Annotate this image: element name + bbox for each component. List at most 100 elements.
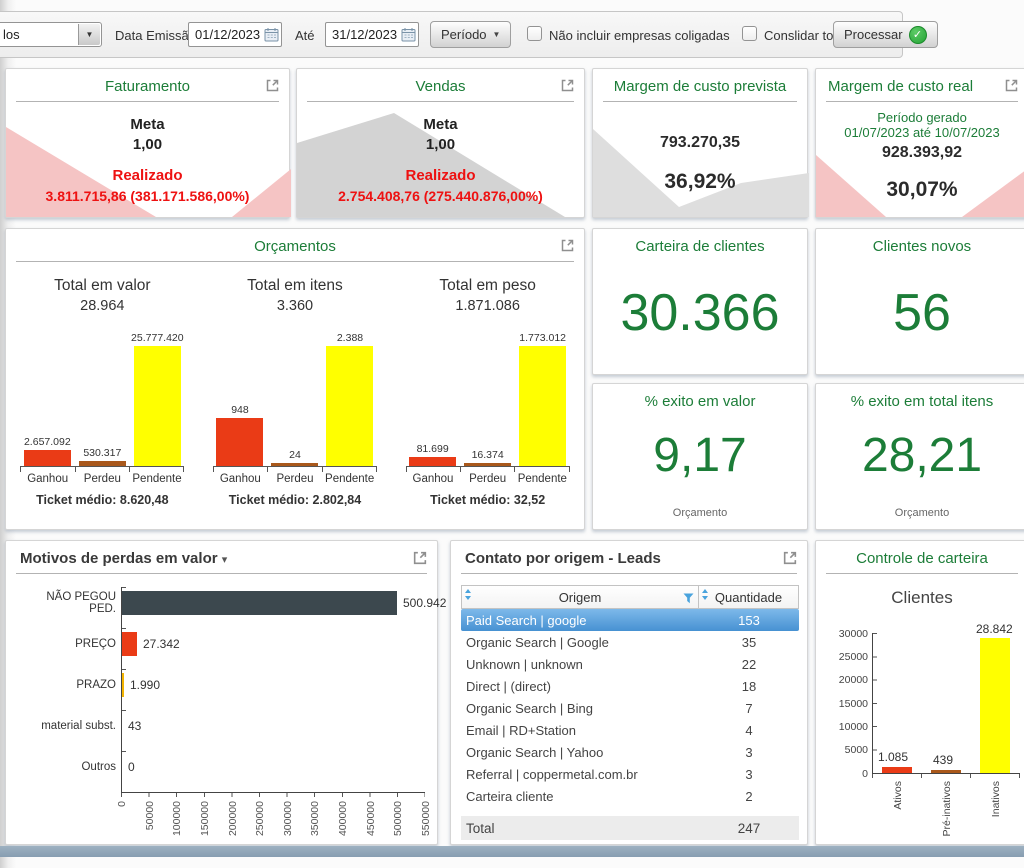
- table-row[interactable]: Unknown | unknown 22: [461, 653, 799, 675]
- origem-cell: Paid Search | google: [466, 612, 587, 628]
- x-tick: 300000: [282, 801, 294, 837]
- coligadas-checkbox[interactable]: [527, 26, 542, 41]
- realizado-value: 3.811.715,86 (381.171.586,00%): [45, 188, 250, 204]
- chevron-down-icon: ▼: [492, 30, 501, 39]
- card-clientes-novos: Clientes novos 56: [815, 228, 1024, 375]
- table-row[interactable]: Direct | (direct) 18: [461, 675, 799, 697]
- total-label: Total: [466, 820, 495, 836]
- company-select[interactable]: los ▼: [0, 22, 102, 47]
- expand-icon[interactable]: [560, 78, 575, 98]
- x-tick: Ativos: [892, 781, 904, 810]
- y-tick: 30000: [838, 627, 868, 640]
- table-row[interactable]: Referral | coppermetal.com.br 3: [461, 763, 799, 785]
- margem-real-valor: 928.393,92: [881, 144, 963, 161]
- carteira-clientes-title: Carteira de clientes: [635, 238, 765, 255]
- calendar-icon[interactable]: [401, 27, 416, 42]
- bar-value: 81.699: [416, 443, 449, 455]
- x-axis: [20, 466, 185, 472]
- caret-down-icon[interactable]: ▾: [221, 554, 228, 566]
- group-total: 1.871.086: [455, 298, 520, 314]
- category-label: Perdeu: [276, 473, 314, 485]
- margem-prevista-sparkline: [593, 129, 809, 217]
- x-tick: 250000: [254, 801, 266, 837]
- calendar-icon[interactable]: [264, 27, 279, 42]
- y-tick: 5000: [844, 744, 868, 757]
- motivos-title-text: Motivos de perdas em valor: [20, 550, 218, 567]
- date-from-input[interactable]: 01/12/2023: [188, 22, 282, 47]
- expand-icon[interactable]: [265, 78, 280, 98]
- exito-valor-value: 9,17: [653, 429, 747, 482]
- orcamentos-title: Orçamentos: [254, 238, 336, 255]
- meta-value: 1,00: [425, 136, 456, 153]
- controle-carteira-title: Controle de carteira: [856, 550, 988, 567]
- column-header-origem[interactable]: Origem: [461, 585, 699, 609]
- margem-prevista-valor: 793.270,35: [659, 134, 741, 151]
- expand-icon[interactable]: [782, 550, 798, 571]
- bar-inativos: [980, 638, 1010, 773]
- y-tick: 15000: [838, 697, 868, 710]
- filter-icon[interactable]: [683, 592, 694, 607]
- bar: [122, 591, 397, 615]
- bar-value: 500.942: [403, 596, 447, 610]
- bar-ganhou: [216, 418, 264, 466]
- group-heading: Total em itens: [247, 277, 343, 294]
- origem-cell: Organic Search | Bing: [466, 700, 593, 716]
- origem-cell: Referral | coppermetal.com.br: [466, 766, 638, 782]
- table-row[interactable]: Carteira cliente 2: [461, 785, 799, 807]
- date-to-input[interactable]: 31/12/2023: [325, 22, 419, 47]
- exito-valor-sublabel: Orçamento: [672, 507, 728, 519]
- orcamentos-group-valor: Total em valor 28.964 2.657.092 530.317 …: [13, 277, 191, 507]
- exito-itens-value: 28,21: [861, 429, 983, 482]
- horizontal-scrollbar[interactable]: [0, 846, 1024, 857]
- quantidade-cell: 153: [738, 612, 760, 628]
- y-tick: 10000: [838, 720, 868, 733]
- origem-cell: Direct | (direct): [466, 678, 551, 694]
- table-row[interactable]: Email | RD+Station 4: [461, 719, 799, 741]
- table-row[interactable]: Organic Search | Yahoo 3: [461, 741, 799, 763]
- margem-real-percentual: 30,07%: [886, 178, 958, 201]
- date-to-value: 31/12/2023: [332, 27, 398, 42]
- table-row[interactable]: Organic Search | Bing 7: [461, 697, 799, 719]
- column-header-quantidade[interactable]: Quantidade: [699, 585, 799, 609]
- category-label: Pendente: [517, 473, 567, 485]
- ate-label: Até: [295, 28, 315, 43]
- periodo-gerado-range: 01/07/2023 até 10/07/2023: [844, 125, 1000, 140]
- sort-icon[interactable]: [701, 588, 709, 603]
- table-row[interactable]: Organic Search | Google 35: [461, 631, 799, 653]
- realizado-value: 2.754.408,76 (275.440.876,00%): [338, 188, 543, 204]
- category-label: Outros: [81, 761, 116, 773]
- bar-value: 16.374: [471, 449, 504, 461]
- expand-icon[interactable]: [1004, 78, 1019, 98]
- x-tick: 500000: [392, 801, 404, 837]
- card-vendas: Vendas Meta 1,00 Realizado 2.754.408,76 …: [296, 68, 585, 218]
- origem-cell: Carteira cliente: [466, 788, 554, 804]
- bar-value: 2.388: [336, 332, 364, 344]
- y-axis: [872, 633, 877, 773]
- motivos-title[interactable]: Motivos de perdas em valor ▾: [6, 541, 437, 567]
- filiais-checkbox[interactable]: [742, 26, 757, 41]
- chart-subtitle: Clientes: [891, 588, 953, 607]
- column-header-label: Origem: [558, 589, 602, 605]
- bar-ganhou: [409, 457, 457, 466]
- card-leads: Contato por origem - Leads Origem Quanti…: [450, 540, 808, 845]
- category-label: Pendente: [325, 473, 375, 485]
- origem-cell: Email | RD+Station: [466, 722, 576, 738]
- card-motivos-perdas: Motivos de perdas em valor ▾ NÃO PEGOU P…: [5, 540, 446, 845]
- chevron-down-icon[interactable]: ▼: [78, 24, 100, 45]
- bar-value: 439: [933, 753, 954, 767]
- bar-value: 27.342: [143, 637, 180, 651]
- category-label: Ganhou: [219, 473, 261, 485]
- expand-icon[interactable]: [560, 238, 575, 258]
- clientes-novos-value: 56: [893, 284, 951, 342]
- expand-icon[interactable]: [412, 550, 428, 571]
- sort-icon[interactable]: [464, 588, 472, 603]
- category-label: PREÇO: [75, 638, 116, 650]
- quantidade-cell: 22: [741, 656, 757, 672]
- table-row[interactable]: Paid Search | google 153: [461, 609, 799, 631]
- quantidade-cell: 3: [745, 766, 753, 782]
- processar-button[interactable]: Processar ✓: [833, 21, 938, 48]
- origem-cell: Organic Search | Yahoo: [466, 744, 604, 760]
- x-tick: 200000: [227, 801, 239, 837]
- periodo-button[interactable]: Período ▼: [430, 21, 512, 48]
- margem-real-title: Margem de custo real: [828, 78, 974, 95]
